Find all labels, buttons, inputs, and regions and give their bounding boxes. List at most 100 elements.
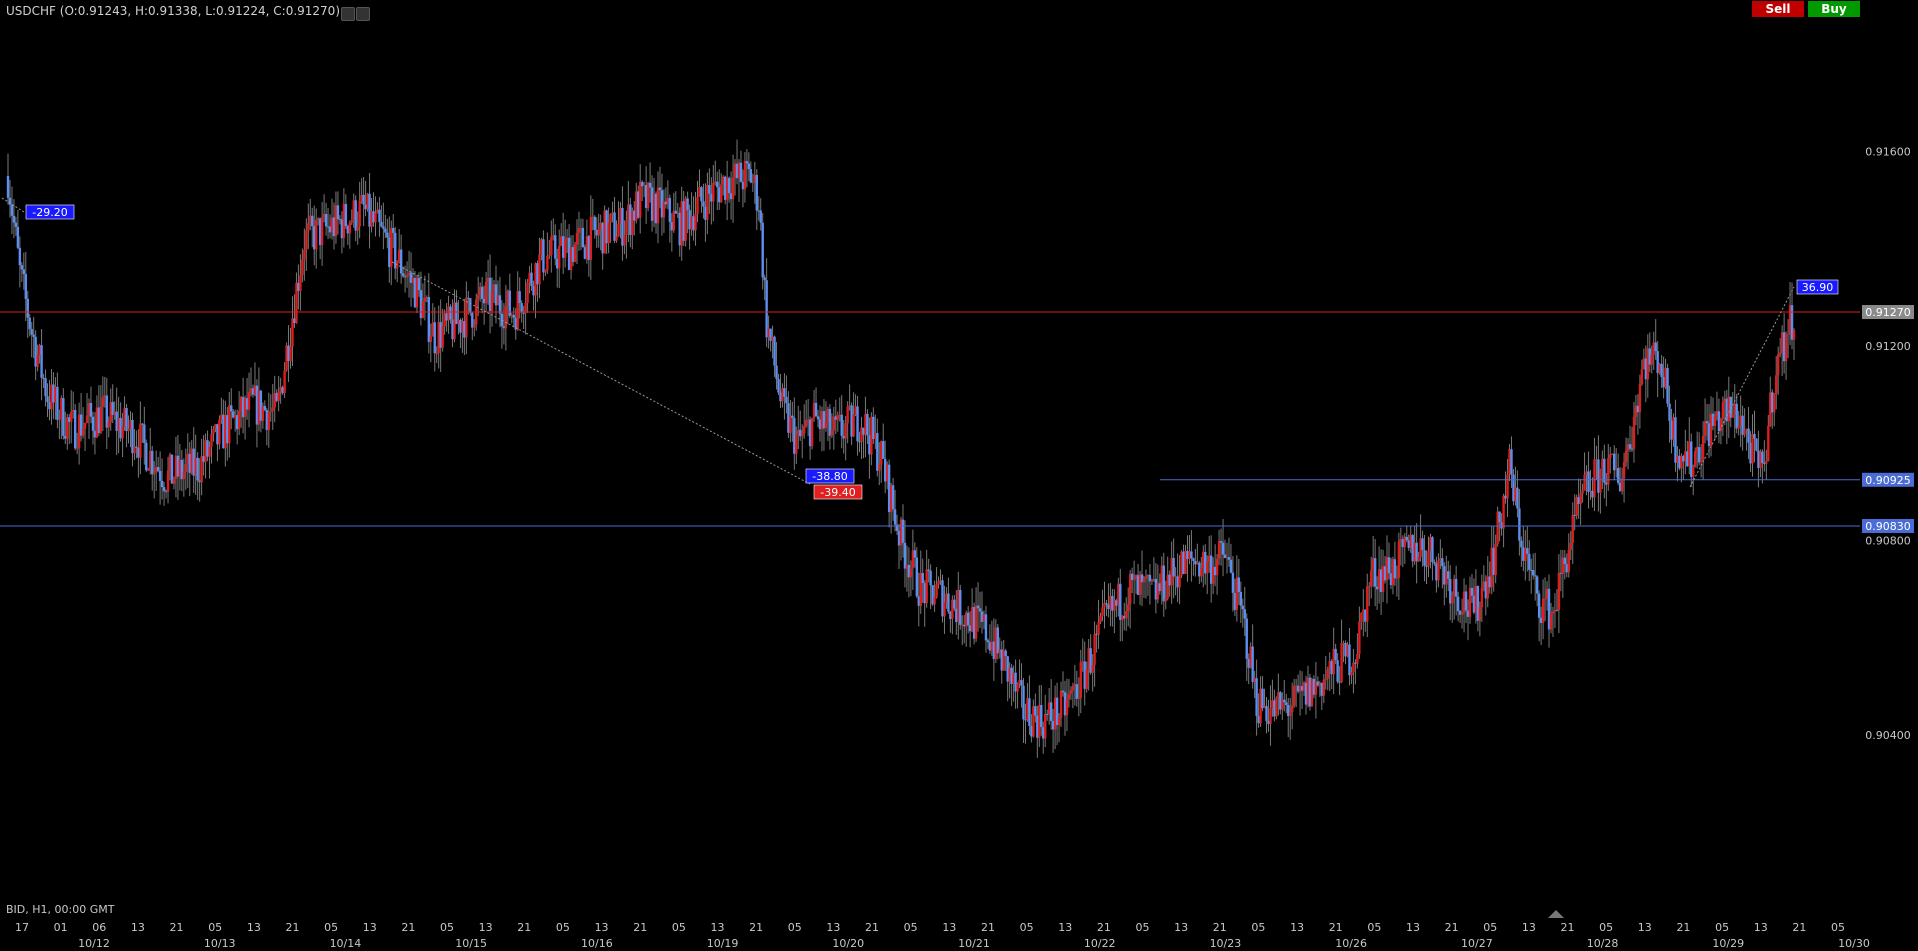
candle-body [840, 414, 843, 436]
candle-body [797, 429, 800, 435]
x-hour-label: 05 [208, 921, 222, 934]
x-hour-label: 21 [633, 921, 647, 934]
candle-body [1192, 558, 1195, 561]
chart-options-icon[interactable] [356, 7, 370, 21]
candle-body [692, 216, 695, 231]
candle-body [1044, 713, 1047, 739]
candle-body [1004, 650, 1007, 657]
candle-body [828, 408, 832, 436]
candle-body [30, 329, 33, 335]
candle-body [318, 218, 322, 246]
candle-body [1211, 566, 1215, 584]
candle-body [504, 305, 508, 329]
candle-body [1162, 565, 1165, 602]
candle-body [836, 414, 839, 420]
candle-body [964, 612, 968, 627]
candle-body [423, 297, 427, 302]
candle-body [880, 441, 883, 465]
candle-body [196, 457, 199, 481]
candle-body [234, 415, 237, 418]
candle-body [1551, 611, 1555, 614]
candle-body [206, 440, 209, 457]
candle-body [1421, 538, 1424, 551]
candle-body [524, 302, 527, 313]
candle-body [1018, 680, 1021, 684]
candle-body [291, 318, 294, 347]
candle-body [230, 405, 233, 412]
candle-body [1093, 633, 1096, 665]
candle-body [615, 236, 618, 241]
candle-body [326, 226, 330, 228]
candle-body [876, 433, 879, 471]
candle-body [60, 398, 63, 420]
candle-body [1336, 660, 1339, 682]
candle-body [42, 377, 45, 379]
sell-button[interactable]: Sell [1752, 1, 1804, 17]
candle-body [1071, 686, 1075, 691]
x-hour-label: 21 [865, 921, 879, 934]
candle-body [1346, 644, 1349, 657]
candle-body [1630, 448, 1634, 450]
candle-body [597, 229, 600, 236]
candle-body [1591, 490, 1594, 498]
candle-body [1697, 447, 1701, 463]
candle-body [534, 263, 537, 296]
candle-body [1134, 575, 1138, 580]
candle-body [350, 220, 353, 223]
x-hour-label: 21 [285, 921, 299, 934]
candle-body [759, 210, 762, 223]
candle-body [765, 280, 768, 338]
candle-body [1609, 454, 1612, 459]
x-hour-label: 05 [1831, 921, 1845, 934]
candle-body [439, 322, 442, 348]
candle-body [1115, 600, 1118, 606]
candle-body [277, 391, 280, 401]
candle-body [1140, 574, 1144, 583]
candle-body [1490, 547, 1493, 588]
candle-body [585, 236, 589, 259]
candle-body [66, 417, 69, 439]
candle-body [1154, 578, 1158, 600]
candle-body [1682, 456, 1685, 462]
candle-body [99, 406, 103, 434]
candle-body [1611, 453, 1614, 455]
candle-body [212, 428, 215, 435]
candle-body [1541, 598, 1545, 623]
candle-body [1751, 434, 1754, 464]
x-date-label: 10/21 [958, 937, 990, 950]
candle-body [901, 519, 905, 543]
candle-body [727, 177, 731, 194]
candle-body [1245, 618, 1248, 659]
candle-body [459, 319, 462, 333]
candle-body [721, 176, 725, 185]
candle-body [1703, 421, 1707, 436]
candle-body [1144, 576, 1148, 579]
candle-body [1452, 578, 1456, 596]
candle-body [801, 433, 804, 437]
candle-body [860, 427, 863, 442]
candle-body [978, 608, 982, 612]
candle-body [1674, 417, 1677, 463]
chart-settings-icon[interactable] [341, 7, 355, 21]
candle-body [1330, 660, 1333, 675]
candle-body [473, 324, 476, 328]
candle-body [945, 593, 948, 603]
candle-body [775, 365, 778, 379]
candle-body [1518, 508, 1521, 541]
candle-body [1334, 648, 1337, 661]
candle-body [70, 411, 73, 422]
buy-button[interactable]: Buy [1808, 1, 1860, 17]
candle-body [903, 542, 907, 569]
annotation-label: 36.90 [1802, 281, 1834, 294]
candle-body [565, 237, 569, 240]
candle-body [751, 182, 755, 184]
candle-body [1097, 622, 1100, 635]
candle-body [1354, 662, 1357, 664]
candle-body [755, 174, 758, 211]
candle-body [747, 163, 751, 170]
candle-body [1281, 699, 1284, 710]
candle-body [704, 206, 707, 220]
candle-body [822, 411, 826, 429]
candle-body [714, 181, 717, 184]
